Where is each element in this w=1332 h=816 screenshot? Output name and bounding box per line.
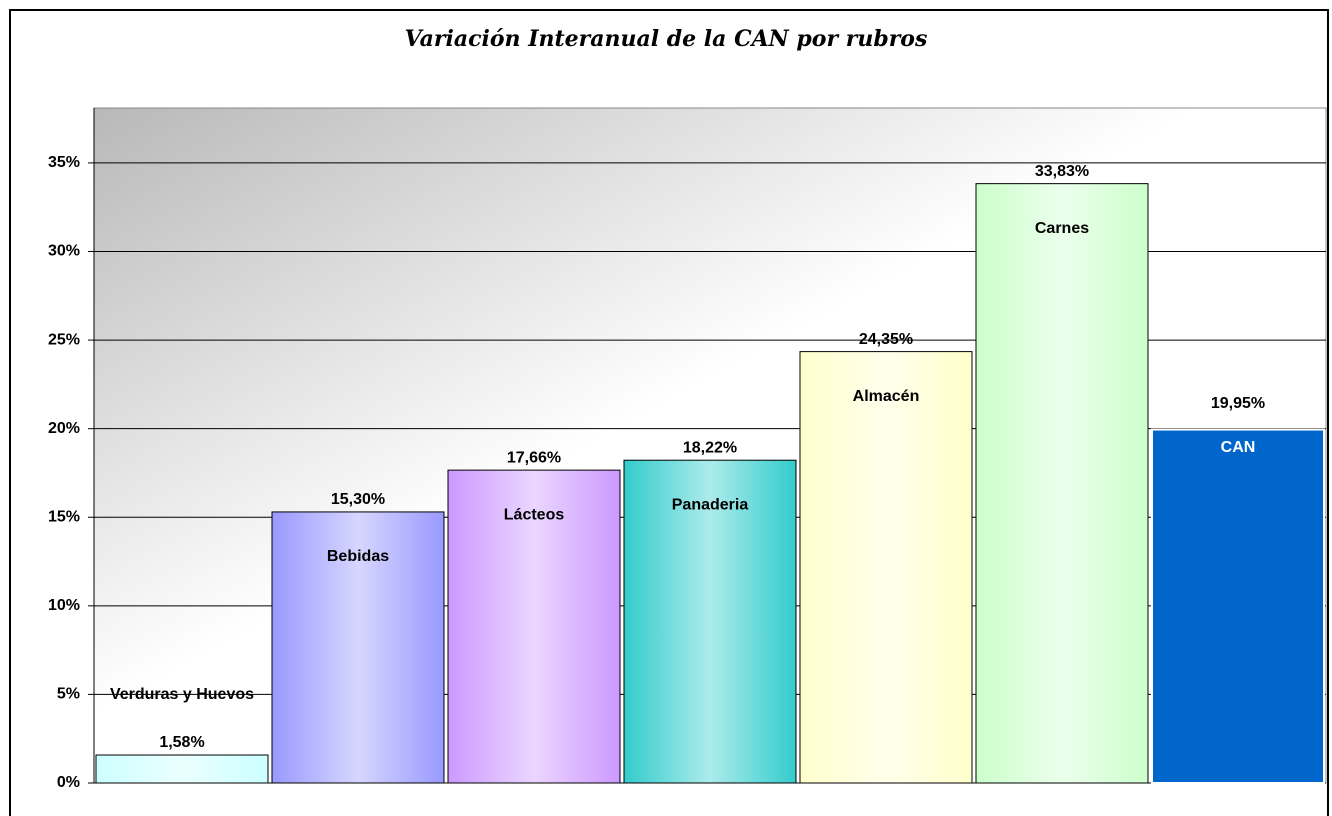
bar [799,351,973,784]
chart-title: Variación Interanual de la CAN por rubro… [405,26,928,52]
y-tick-label: 15% [48,508,80,525]
value-label: 33,83% [1035,163,1089,180]
value-label: 19,95% [1211,395,1265,412]
value-label: 18,22% [683,439,737,456]
category-label: Panaderia [672,496,749,513]
bar [1151,428,1325,784]
y-tick-label: 25% [48,331,80,348]
y-tick-label: 30% [48,243,80,260]
category-label: Bebidas [327,548,389,565]
bar [447,469,621,784]
category-label: Lácteos [504,506,565,523]
category-label: Almacén [853,388,920,405]
value-label: 15,30% [331,491,385,508]
category-label: Carnes [1035,220,1089,237]
bar [975,183,1149,784]
bar [623,459,797,784]
bar [271,511,445,784]
value-label: 17,66% [507,449,561,466]
y-tick-label: 5% [57,686,80,703]
category-label: CAN [1221,439,1256,456]
y-tick-label: 0% [57,774,80,791]
category-label: Verduras y Huevos [110,686,254,703]
y-tick-label: 35% [48,154,80,171]
value-label: 1,58% [159,734,204,751]
bar [95,754,269,784]
value-label: 24,35% [859,331,913,348]
y-tick-label: 10% [48,597,80,614]
y-tick-label: 20% [48,420,80,437]
